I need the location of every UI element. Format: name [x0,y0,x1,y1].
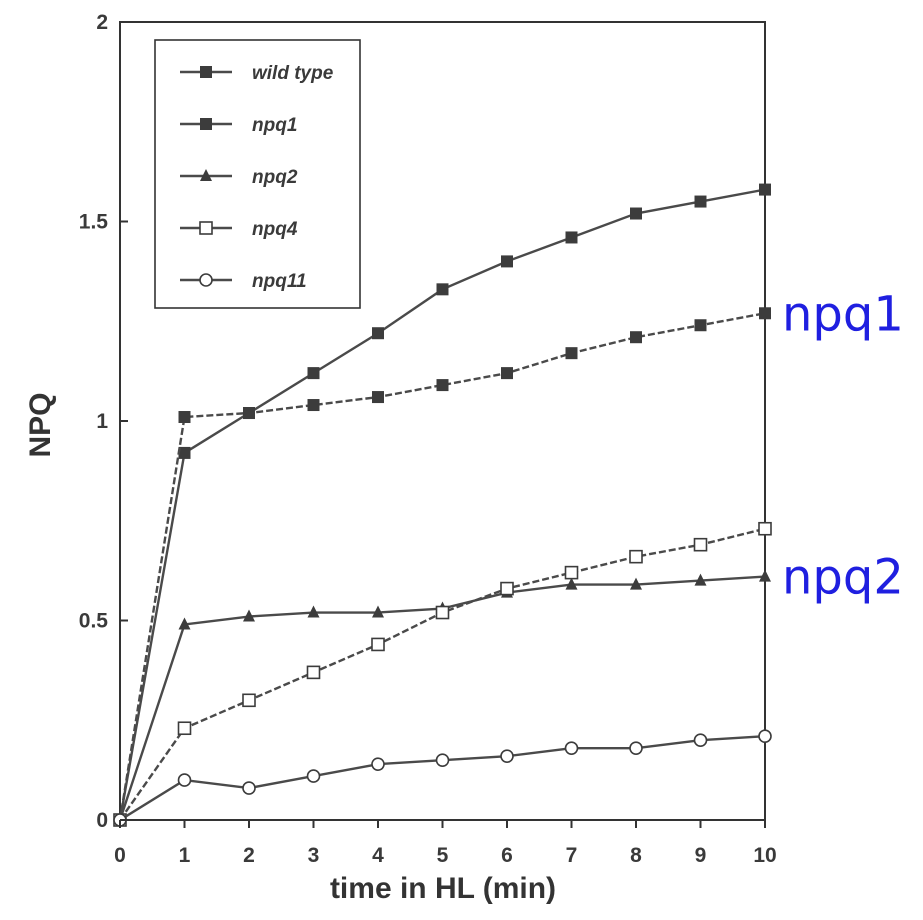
data-point [629,549,643,564]
data-point [371,637,385,652]
data-point [177,773,192,787]
data-point [565,577,578,590]
data-point [500,749,514,763]
series-line [119,735,766,822]
x-tick-label: 5 [437,844,449,867]
x-tick-label: 1 [179,844,191,867]
data-point [500,581,514,596]
data-point [759,183,771,196]
data-point [307,399,320,412]
data-point [372,327,384,340]
x-tick-label: 0 [114,844,126,867]
x-tick-label: 8 [630,844,642,867]
data-point [694,195,707,208]
x-tick-label: 3 [308,844,320,867]
data-point [694,573,707,586]
annotation-label: npq1 [782,286,904,342]
data-point [630,331,642,344]
legend-label: npq1 [252,115,297,136]
y-tick-label: 1 [96,410,108,433]
legend-marker [200,118,212,130]
data-point [436,283,449,296]
data-point [178,617,191,630]
data-point [693,537,708,552]
data-point [243,407,255,420]
legend-box [154,39,361,309]
data-point [178,446,191,459]
data-point [372,391,384,404]
x-tick-label: 10 [753,844,776,867]
x-axis-title: time in HL (min) [330,872,556,905]
legend-marker [200,169,212,181]
data-point [759,307,771,320]
data-point [435,753,450,767]
data-point [564,741,579,755]
data-point [629,741,643,755]
legend-label: npq11 [252,271,307,292]
data-point [630,577,642,590]
series-npq1 [114,307,771,826]
data-point [371,757,385,771]
x-tick-label: 6 [501,844,513,867]
data-point [694,319,707,332]
series-line [118,312,766,821]
data-point [178,411,191,424]
y-tick-label: 2 [96,11,108,34]
x-tick-label: 4 [372,844,384,867]
data-point [435,605,450,620]
annotation-label: npq2 [782,550,904,606]
data-point [565,347,578,360]
legend-marker [200,66,212,78]
legend-marker [199,273,213,287]
data-point [693,733,708,748]
series-line [119,527,766,821]
legend-marker [199,221,213,235]
data-point [565,231,578,244]
data-point [372,605,384,618]
legend-label: wild type [252,63,334,84]
y-axis-title: NPQ [24,392,57,457]
data-point [243,609,255,622]
y-tick-label: 0 [96,809,108,832]
series-npq11 [113,729,772,827]
series-wild-type [114,183,771,826]
legend-label: npq4 [252,219,298,240]
legend-label: npq2 [252,167,298,188]
data-point [242,781,256,795]
y-tick-label: 0.5 [79,610,109,633]
data-point [307,605,320,618]
data-point [758,521,772,536]
x-tick-label: 7 [566,844,578,867]
data-point [307,367,320,380]
data-point [242,693,256,708]
data-point [758,729,772,744]
data-point [306,665,321,680]
x-tick-label: 9 [695,844,707,867]
data-point [177,721,192,736]
data-point [436,379,449,392]
y-tick-label: 1.5 [79,211,109,234]
data-point [564,565,579,580]
data-point [501,255,513,268]
data-point [630,207,642,220]
data-point [501,367,513,380]
series-npq4 [113,521,772,827]
data-point [759,569,771,582]
data-point [306,769,321,783]
x-tick-label: 2 [243,844,255,867]
